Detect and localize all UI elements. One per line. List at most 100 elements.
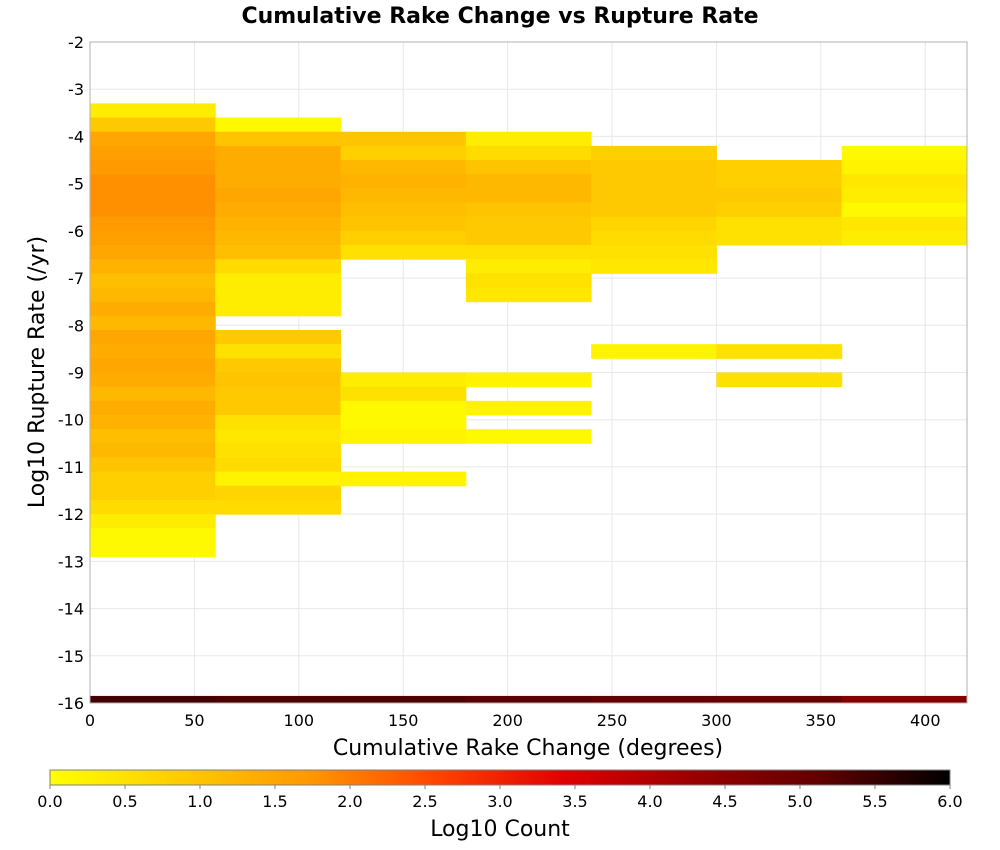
heatmap-cell [215,216,342,232]
colorbar-title: Log10 Count [430,817,570,842]
x-tick-label: 0 [85,711,95,730]
colorbar-ticks: 0.0 0.5 1.0 1.5 2.0 2.5 3.0 3.5 4.0 4.5 5.0 5.5 6.0 [37,785,963,811]
heatmap-cell [215,471,342,487]
plot-frame [89,41,968,704]
colorbar-tick-label: 3.0 [487,792,512,811]
heatmap-cell [716,202,843,218]
y-tick-label: -4 [68,127,84,146]
heatmap-cell [90,514,216,529]
heatmap-cell [340,188,467,204]
heatmap-cell [340,202,467,218]
heatmap-cell [215,499,342,515]
heatmap-cell [90,528,216,543]
heatmap-cell [591,245,717,260]
heatmap-cell [591,216,717,232]
colorbar-tick-label: 1.0 [187,792,212,811]
heatmap-cell [90,174,216,189]
y-axis-title: Log10 Rupture Rate (/yr) [25,236,50,508]
heatmap-cell [215,160,342,175]
heatmap-cell [340,216,467,232]
heatmap-cell [465,287,592,303]
heatmap-cell [90,499,216,515]
y-tick-label: -13 [58,552,84,571]
heatmap-cell [215,386,342,402]
heatmap-cell [841,160,968,175]
x-tick-label: 150 [388,711,419,730]
heatmap-cell [465,131,592,147]
heatmap-cell [215,301,342,317]
heatmap-cell [90,273,216,289]
colorbar-tick-label: 2.5 [412,792,437,811]
heatmap-cell [340,429,467,444]
heatmap-cell [215,174,342,189]
heatmap-cell [215,400,342,416]
heatmap-cell [215,372,342,388]
colorbar-tick-label: 5.0 [787,792,812,811]
y-tick-label: -7 [68,269,84,288]
x-tick-label: 50 [184,711,204,730]
heatmap-cell [90,259,216,274]
colorbar-tick-label: 4.5 [712,792,737,811]
heatmap-cell [340,145,467,161]
heatmap-cell [591,344,717,359]
heatmap-cell [465,259,592,274]
heatmap-cell [90,695,216,703]
y-tick-label: -6 [68,222,84,241]
y-tick-label: -3 [68,80,84,99]
heatmap-cell [90,216,216,232]
heatmap-cell [215,188,342,204]
heatmap-cell [90,287,216,303]
heatmap-cell [215,443,342,458]
heatmap-cell [90,188,216,204]
heatmap-cell [841,188,968,204]
y-tick-label: -16 [58,694,84,713]
y-tick-label: -10 [58,411,84,430]
heatmap-cell [465,429,592,444]
heatmap-cell [465,245,592,260]
heatmap-cell [716,372,843,388]
y-axis-ticks: -2 -3 -4 -5 -6 -7 -8 -9 -10 -11 -12 -13 -14 -15 -16 [58,33,84,713]
heatmap-cell [841,216,968,232]
heatmap-cell [215,259,342,274]
heatmap-cell [340,414,467,430]
heatmap-cell [90,429,216,444]
colorbar-tick-label: 3.5 [562,792,587,811]
heatmap-cell [90,230,216,246]
heatmap-cell [215,429,342,444]
chart-title: Cumulative Rake Change vs Rupture Rate [241,4,758,29]
heatmap-cell [340,695,467,703]
heatmap-cell [215,131,342,147]
heatmap-cell [90,485,216,501]
heatmap-cell [90,471,216,487]
heatmap-cell [340,400,467,416]
heatmap-cell [591,202,717,218]
heatmap-cells [90,103,968,703]
heatmap-cell [90,160,216,175]
heatmap-cell [465,174,592,189]
y-tick-label: -15 [58,647,84,666]
heatmap-cell [841,202,968,218]
x-tick-label: 350 [806,711,837,730]
heatmap-cell [841,695,968,703]
x-tick-label: 100 [284,711,315,730]
heatmap-cell [591,160,717,175]
colorbar-tick-label: 6.0 [937,792,962,811]
heatmap-cell [215,145,342,161]
heatmap-cell [215,287,342,303]
heatmap-cell [591,174,717,189]
heatmap-cell [841,230,968,246]
y-tick-label: -11 [58,458,84,477]
colorbar [49,769,951,786]
heatmap-cell [90,344,216,359]
heatmap-cell [90,245,216,260]
heatmap-cell [591,145,717,161]
heatmap-cell [90,457,216,473]
heatmap-cell [841,174,968,189]
heatmap-cell [340,245,467,260]
heatmap-cell [215,202,342,218]
heatmap-cell [716,230,843,246]
heatmap-cell [465,202,592,218]
heatmap-cell [340,471,467,487]
heatmap-cell [340,160,467,175]
heatmap-cell [215,695,342,703]
